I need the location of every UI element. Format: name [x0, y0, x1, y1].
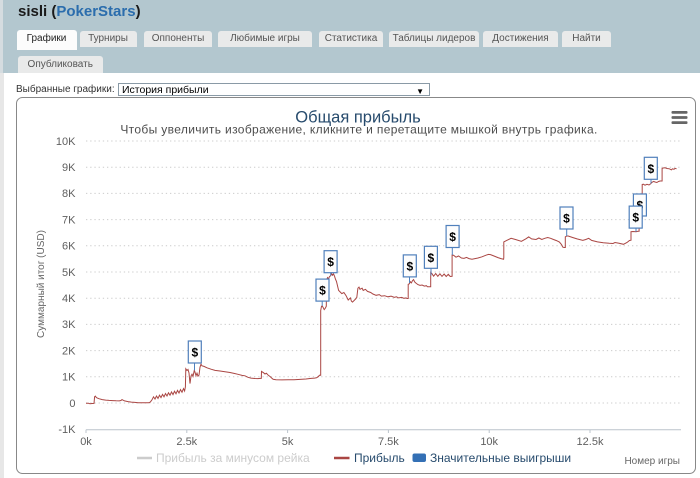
svg-text:6K: 6K	[62, 241, 76, 253]
svg-text:8K: 8K	[62, 188, 76, 200]
svg-text:Суммарный итог (USD): Суммарный итог (USD)	[36, 230, 47, 338]
svg-text:7.5k: 7.5k	[378, 436, 399, 448]
svg-text:$: $	[428, 251, 435, 265]
svg-text:$: $	[647, 162, 654, 176]
svg-text:$: $	[191, 346, 198, 360]
svg-text:$: $	[637, 199, 644, 213]
svg-text:Чтобы увеличить изображение, к: Чтобы увеличить изображение, кликните и …	[120, 123, 597, 137]
svg-text:5K: 5K	[62, 267, 76, 279]
svg-text:$: $	[406, 259, 413, 273]
svg-text:$: $	[563, 212, 570, 226]
svg-text:4K: 4K	[62, 293, 76, 305]
svg-text:10k: 10k	[480, 436, 498, 448]
svg-text:Прибыль: Прибыль	[354, 451, 405, 465]
svg-text:$: $	[319, 284, 326, 298]
svg-text:Прибыль за минусом рейка: Прибыль за минусом рейка	[156, 451, 310, 465]
svg-text:Номер игры: Номер игры	[624, 456, 680, 467]
svg-text:$: $	[449, 230, 456, 244]
svg-text:7K: 7K	[62, 214, 76, 226]
svg-text:9K: 9K	[62, 162, 76, 174]
svg-text:0k: 0k	[80, 436, 92, 448]
svg-text:12.5k: 12.5k	[577, 436, 604, 448]
svg-text:2K: 2K	[62, 345, 76, 357]
svg-text:$: $	[327, 255, 334, 269]
svg-text:1K: 1K	[62, 372, 76, 384]
svg-text:$: $	[632, 211, 639, 225]
svg-text:Общая прибыль: Общая прибыль	[295, 109, 420, 127]
svg-text:2.5k: 2.5k	[176, 436, 197, 448]
svg-text:-1K: -1K	[58, 424, 76, 436]
svg-text:0: 0	[69, 398, 75, 410]
svg-text:5k: 5k	[282, 436, 294, 448]
svg-text:3K: 3K	[62, 319, 76, 331]
svg-text:10K: 10K	[56, 136, 76, 148]
svg-text:Значительные выигрыши: Значительные выигрыши	[430, 451, 571, 465]
